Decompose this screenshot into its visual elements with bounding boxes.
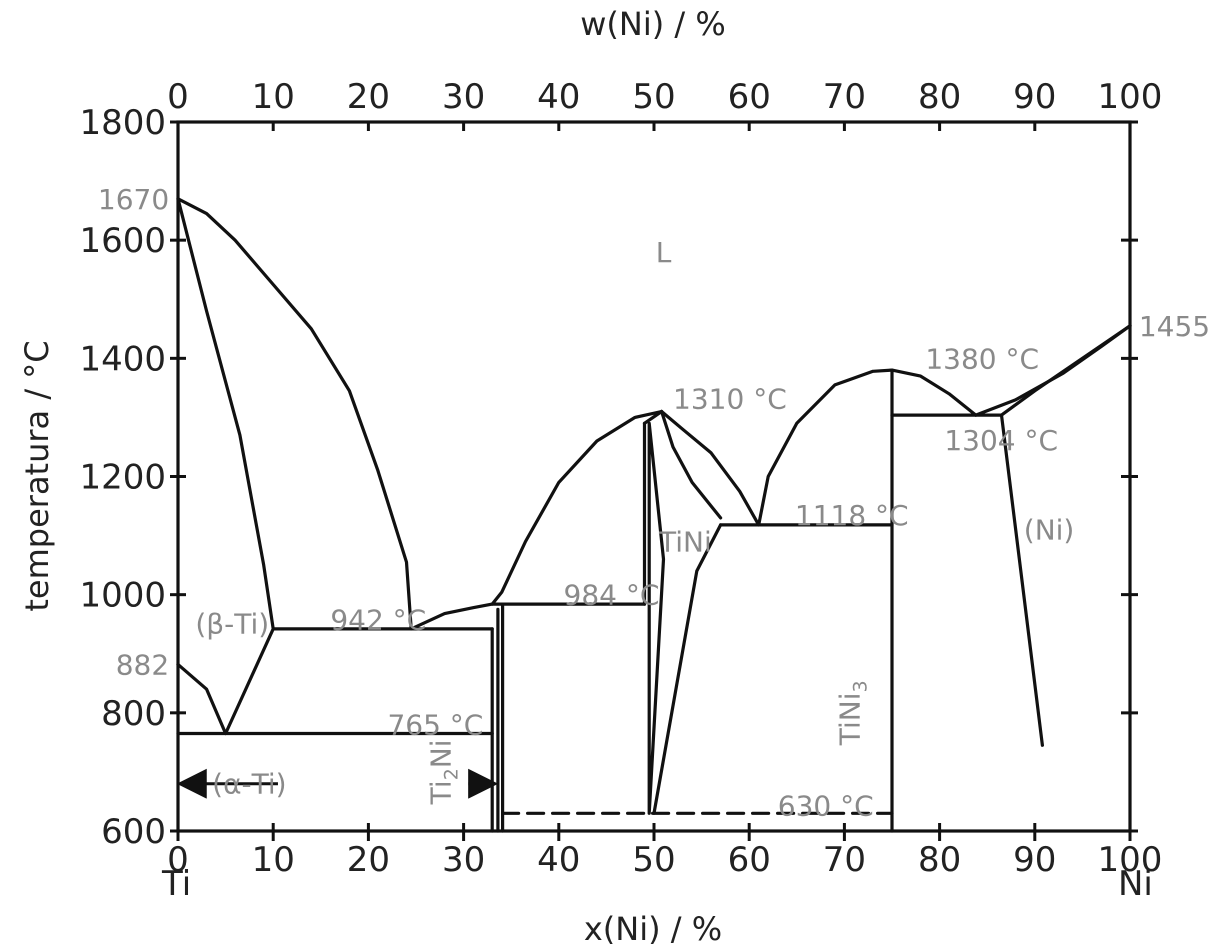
phase-boundary-line bbox=[490, 409, 664, 606]
axis-ticks: 0 10 20 30 40 50 60 70 80 90 1000 10 20 30 40 50 60 70 80 9… bbox=[79, 77, 1162, 880]
y-tick-label: 1600 bbox=[79, 221, 166, 261]
phase-boundary-line bbox=[642, 409, 664, 425]
temperature-label: 882 bbox=[116, 648, 169, 681]
y-tick-label: 600 bbox=[101, 812, 166, 852]
phase-boundary-line bbox=[647, 421, 666, 815]
phase-boundary-line bbox=[999, 324, 1132, 417]
phase-boundaries bbox=[176, 197, 1132, 833]
top-tick-label: 60 bbox=[728, 77, 771, 117]
phase-boundary-line bbox=[660, 409, 761, 527]
y-axis-title: temperatura / °C bbox=[18, 340, 56, 611]
rotated-phase-label: Ti2Ni bbox=[424, 739, 462, 805]
top-tick-label: 90 bbox=[1013, 77, 1056, 117]
x-tick-label: 100 bbox=[1098, 840, 1163, 880]
x-tick-label: 40 bbox=[537, 840, 580, 880]
phase-boundary-line bbox=[757, 368, 978, 527]
top-tick-label: 50 bbox=[632, 77, 675, 117]
temperature-label: 942 °C bbox=[330, 603, 426, 636]
temperature-label: 1380 °C bbox=[925, 342, 1039, 375]
temperature-label: 1310 °C bbox=[673, 383, 787, 416]
x-tick-label: 30 bbox=[442, 840, 485, 880]
phase-region-label: (Ni) bbox=[1024, 514, 1075, 547]
bottom-axis-title: x(Ni) / % bbox=[584, 910, 722, 948]
temperature-label: 765 °C bbox=[387, 709, 483, 742]
phase-boundary-line bbox=[409, 602, 504, 631]
label-suffix: Ni bbox=[424, 739, 457, 768]
top-tick-label: 0 bbox=[167, 77, 189, 117]
temperature-label: 630 °C bbox=[778, 790, 874, 823]
phase-boundary-line bbox=[224, 627, 275, 736]
top-axis-title: w(Ni) / % bbox=[580, 5, 726, 43]
label-subscript: 2 bbox=[440, 768, 462, 780]
y-tick-label: 800 bbox=[101, 694, 166, 734]
rotated-phase-label: TiNi3 bbox=[834, 680, 872, 746]
x-tick-label: 80 bbox=[918, 840, 961, 880]
phase-boundary-line bbox=[999, 413, 1044, 747]
x-tick-label: 10 bbox=[252, 840, 295, 880]
phase-region-label: (β-Ti) bbox=[195, 608, 269, 641]
x-tick-label: 60 bbox=[728, 840, 771, 880]
temperature-label: 1670 bbox=[98, 183, 169, 216]
phase-region-label: TiNi bbox=[658, 525, 712, 558]
top-tick-label: 100 bbox=[1098, 77, 1163, 117]
y-tick-label: 1800 bbox=[79, 103, 166, 143]
y-tick-label: 1000 bbox=[79, 576, 166, 616]
y-tick-label: 1200 bbox=[79, 458, 166, 498]
phase-boundary-line bbox=[176, 662, 228, 736]
temperature-label: 1455 bbox=[1139, 310, 1210, 343]
x-tick-label: 20 bbox=[347, 840, 390, 880]
x-tick-label: 70 bbox=[823, 840, 866, 880]
top-tick-label: 40 bbox=[537, 77, 580, 117]
phase-boundary-line bbox=[176, 197, 413, 631]
top-tick-label: 70 bbox=[823, 77, 866, 117]
x-tick-label: 0 bbox=[167, 840, 189, 880]
label-main: TiNi bbox=[834, 693, 867, 747]
phase-region-label: L bbox=[656, 236, 672, 269]
temperature-label: 1118 °C bbox=[795, 499, 909, 532]
left-end-label-ti: Ti bbox=[161, 864, 191, 904]
phase-boundary-line bbox=[176, 197, 275, 631]
phase-region-label: (α-Ti) bbox=[212, 768, 286, 801]
top-tick-label: 20 bbox=[347, 77, 390, 117]
y-tick-label: 1400 bbox=[79, 339, 166, 379]
top-tick-label: 80 bbox=[918, 77, 961, 117]
phase-boundary-line bbox=[660, 409, 723, 520]
label-subscript: 3 bbox=[850, 680, 872, 692]
label-main: Ti bbox=[424, 780, 457, 805]
right-end-label-ni: Ni bbox=[1118, 864, 1153, 904]
temperature-label: 1304 °C bbox=[944, 424, 1058, 457]
phase-boundary-line bbox=[652, 523, 723, 815]
top-tick-label: 30 bbox=[442, 77, 485, 117]
chart-labels: 1670 882 1455 942 °C 765 °C 984 °C 1310 °C 1380… bbox=[98, 183, 1210, 823]
x-tick-label: 50 bbox=[632, 840, 675, 880]
top-tick-label: 10 bbox=[252, 77, 295, 117]
temperature-label: 984 °C bbox=[564, 579, 660, 612]
x-tick-label: 90 bbox=[1013, 840, 1056, 880]
